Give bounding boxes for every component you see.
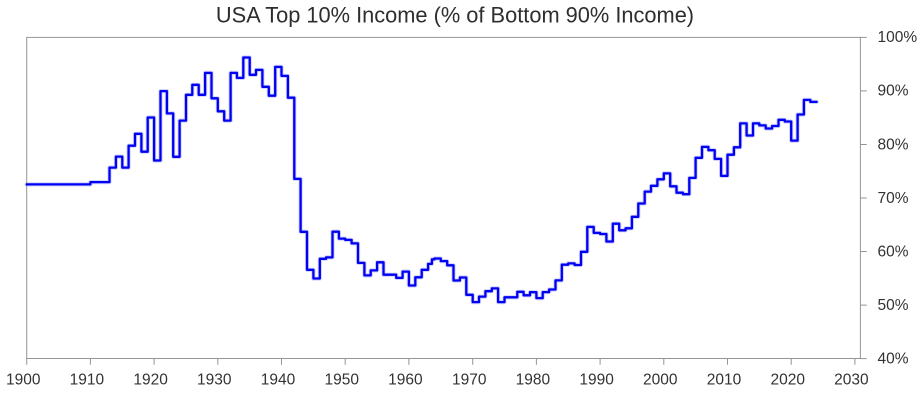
svg-text:90%: 90% [878, 83, 909, 100]
svg-text:USA Top 10% Income (% of Botto: USA Top 10% Income (% of Bottom 90% Inco… [216, 2, 694, 27]
svg-text:1960: 1960 [388, 372, 423, 389]
svg-text:1910: 1910 [70, 372, 105, 389]
svg-text:1920: 1920 [133, 372, 168, 389]
svg-text:2000: 2000 [643, 372, 678, 389]
svg-text:1900: 1900 [6, 372, 41, 389]
svg-text:2010: 2010 [707, 372, 742, 389]
svg-text:70%: 70% [878, 190, 909, 207]
svg-text:1930: 1930 [197, 372, 232, 389]
svg-text:40%: 40% [878, 350, 909, 367]
svg-text:100%: 100% [878, 29, 918, 46]
svg-text:80%: 80% [878, 136, 909, 153]
svg-text:1970: 1970 [452, 372, 487, 389]
svg-text:2020: 2020 [770, 372, 805, 389]
svg-text:1940: 1940 [261, 372, 296, 389]
svg-text:1990: 1990 [579, 372, 614, 389]
svg-text:1980: 1980 [516, 372, 551, 389]
svg-text:50%: 50% [878, 297, 909, 314]
svg-text:2030: 2030 [834, 372, 869, 389]
svg-text:1950: 1950 [324, 372, 359, 389]
svg-text:60%: 60% [878, 243, 909, 260]
